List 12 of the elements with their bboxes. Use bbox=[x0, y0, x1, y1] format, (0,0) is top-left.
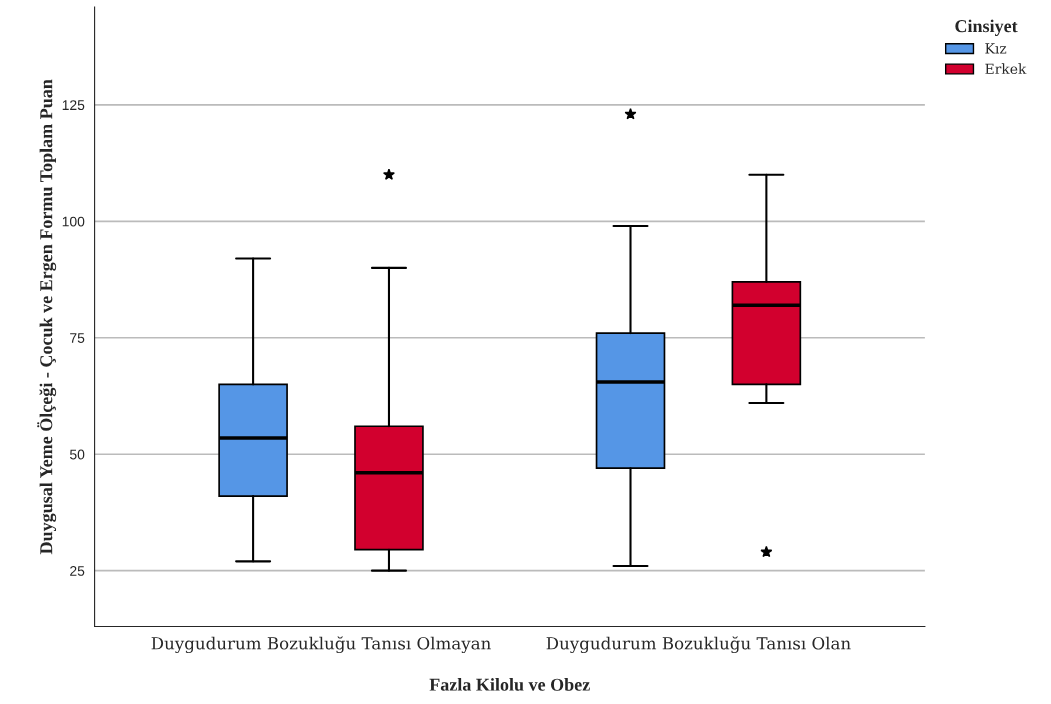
y-tick-label: 25 bbox=[70, 566, 85, 576]
legend-title: Cinsiyet bbox=[955, 19, 1018, 36]
legend-label: Kız bbox=[985, 43, 1007, 54]
x-axis-title: Fazla Kilolu ve Obez bbox=[429, 678, 590, 691]
y-tick-label: 125 bbox=[62, 100, 85, 111]
x-tick-label: Duygudurum Bozukluğu Tanısı Olan bbox=[546, 636, 851, 654]
y-tick-label: 50 bbox=[69, 449, 85, 460]
y-axis-title: Duygusal Yeme Ölçeği - Çocuk ve Ergen Formu Toplam Puan bbox=[37, 79, 57, 555]
legend-label: Erkek bbox=[985, 63, 1027, 75]
x-tick-label: Duygudurum Bozukluğu Tanısı Olmayan bbox=[151, 636, 491, 654]
y-tick-label: 100 bbox=[62, 216, 85, 227]
y-tick-label: 75 bbox=[70, 333, 85, 343]
